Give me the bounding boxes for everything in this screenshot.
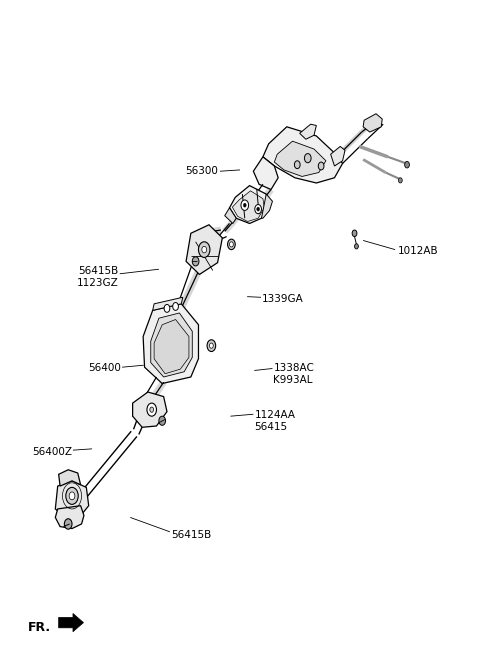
Polygon shape [59,470,81,486]
Text: 1338AC
K993AL: 1338AC K993AL [274,363,314,384]
Circle shape [66,487,78,504]
Circle shape [228,239,235,250]
Polygon shape [153,297,183,310]
Circle shape [64,519,72,529]
Circle shape [294,161,300,169]
Polygon shape [55,481,89,519]
Circle shape [150,407,154,412]
Text: 56400: 56400 [88,363,120,373]
Circle shape [209,343,213,348]
Circle shape [229,242,233,247]
Circle shape [318,162,324,170]
Polygon shape [132,392,167,427]
Circle shape [202,247,206,253]
Polygon shape [151,313,192,377]
Circle shape [164,304,170,312]
Circle shape [199,242,210,257]
Polygon shape [154,319,189,374]
Circle shape [257,207,260,211]
Text: 1339GA: 1339GA [262,294,303,304]
Polygon shape [186,225,222,274]
Polygon shape [55,506,84,529]
Circle shape [207,340,216,352]
Circle shape [352,230,357,237]
Polygon shape [300,124,316,139]
Text: 1012AB: 1012AB [397,246,438,256]
Polygon shape [363,113,382,132]
Circle shape [243,203,246,207]
Circle shape [69,492,75,500]
Circle shape [304,154,311,163]
Polygon shape [253,157,278,190]
Polygon shape [59,613,84,632]
Circle shape [405,161,409,168]
Circle shape [241,200,249,211]
Polygon shape [263,127,343,183]
Polygon shape [275,141,326,176]
Circle shape [173,302,179,310]
Text: FR.: FR. [28,621,51,634]
Circle shape [147,403,156,416]
Circle shape [355,244,359,249]
Text: 56415B: 56415B [171,530,211,540]
Polygon shape [143,304,199,384]
Text: 56400Z: 56400Z [32,447,72,457]
Polygon shape [331,146,345,166]
Polygon shape [225,208,236,224]
Text: 56415B
1123GZ: 56415B 1123GZ [76,266,118,288]
Polygon shape [262,194,273,218]
Circle shape [398,178,402,183]
Text: 56300: 56300 [186,166,218,176]
Polygon shape [232,191,264,222]
Polygon shape [229,186,269,224]
Text: 1124AA
56415: 1124AA 56415 [254,410,295,432]
Circle shape [159,416,166,425]
Circle shape [192,256,199,266]
Circle shape [255,205,262,214]
